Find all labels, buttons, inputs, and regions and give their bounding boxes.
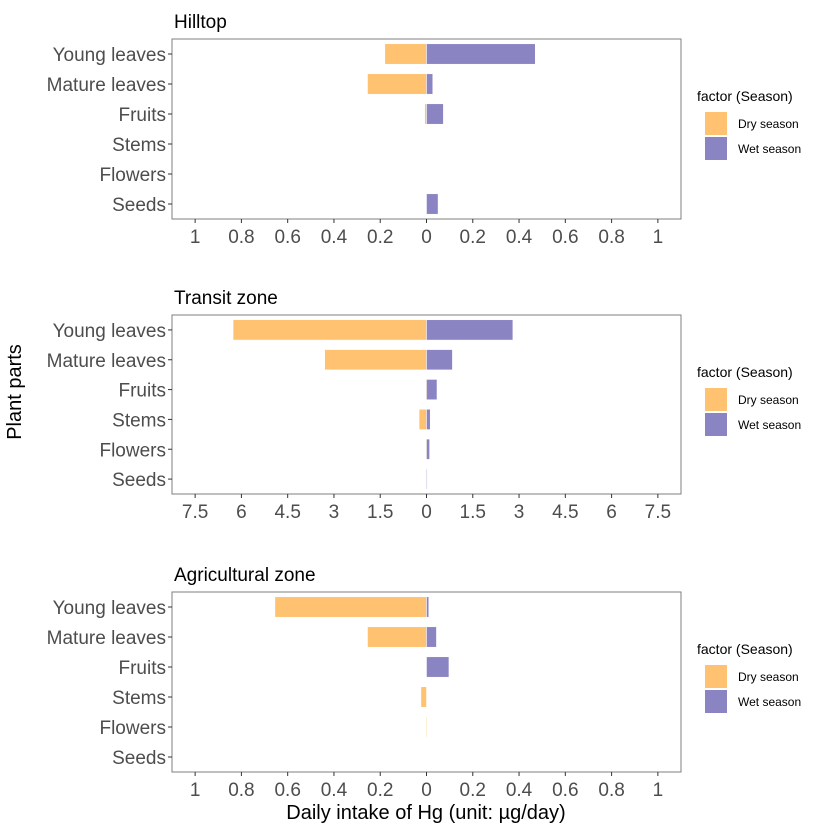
x-tick-label: 0 [421, 780, 432, 801]
panel-title: Hilltop [174, 12, 227, 33]
x-tick-label: 0.8 [598, 227, 624, 248]
bar-wet-season [426, 193, 439, 215]
legend-swatch [705, 137, 727, 160]
x-tick-label: 0.2 [367, 780, 393, 801]
plot-panel [171, 314, 682, 495]
x-tick-label: 0.8 [598, 780, 624, 801]
bar-wet-season [426, 438, 430, 460]
bar-wet-season [426, 379, 438, 400]
x-tick-label: 0.6 [552, 227, 578, 248]
x-tick-label: 0.6 [552, 780, 578, 801]
x-tick-label: 1.5 [367, 502, 393, 523]
x-tick-label: 0.4 [506, 227, 533, 248]
bar-dry-season [367, 626, 427, 648]
y-tick-label: Fruits [119, 105, 167, 126]
x-tick-label: 4.5 [274, 502, 300, 523]
panel-title: Agricultural zone [174, 565, 316, 586]
y-tick-label: Flowers [99, 718, 166, 739]
y-tick-label: Stems [112, 410, 166, 431]
x-tick-label: 1 [190, 227, 201, 248]
bar-dry-season [324, 349, 427, 371]
y-tick-label: Stems [112, 135, 166, 156]
x-tick-label: 0.2 [460, 227, 486, 248]
x-tick-label: 0.4 [321, 780, 348, 801]
bar-dry-season [424, 103, 427, 125]
y-tick-label: Seeds [112, 195, 166, 216]
bar-wet-season [426, 43, 536, 65]
x-tick-label: 0.2 [367, 227, 393, 248]
bar-wet-season [426, 656, 450, 678]
bar-wet-season [426, 319, 514, 341]
bar-wet-season [426, 409, 431, 430]
bar-dry-season [418, 409, 427, 430]
bar-wet-season [426, 626, 437, 648]
bar-dry-season [420, 686, 427, 708]
bar-wet-season [426, 596, 430, 618]
y-tick-label: Mature leaves [47, 628, 166, 649]
legend-title: factor (Season) [697, 641, 793, 657]
x-tick-label: 0.6 [274, 227, 300, 248]
legend-swatch [705, 413, 727, 436]
y-tick-label: Fruits [119, 658, 167, 679]
legend-title: factor (Season) [697, 88, 793, 104]
legend-label: Wet season [738, 142, 801, 156]
x-tick-label: 1 [190, 780, 201, 801]
bar-dry-season [384, 43, 427, 65]
x-tick-label: 0 [421, 227, 432, 248]
legend-label: Dry season [738, 670, 799, 684]
legend-swatch [705, 690, 727, 713]
x-tick-label: 1 [653, 227, 664, 248]
x-tick-label: 3 [329, 502, 340, 523]
bar-wet-season [426, 349, 453, 371]
x-tick-label: 1.5 [460, 502, 486, 523]
x-tick-label: 7.5 [182, 502, 208, 523]
x-tick-label: 6 [606, 502, 617, 523]
plot-panel [171, 38, 682, 220]
x-tick-label: 7.5 [645, 502, 671, 523]
y-axis-title: Plant parts [4, 344, 26, 440]
y-tick-label: Flowers [99, 165, 166, 186]
y-tick-label: Mature leaves [47, 351, 166, 372]
x-tick-label: 4.5 [552, 502, 578, 523]
y-tick-label: Young leaves [53, 45, 166, 66]
y-tick-label: Seeds [112, 748, 166, 769]
x-tick-label: 0.6 [274, 780, 300, 801]
y-tick-label: Seeds [112, 470, 166, 491]
legend-label: Dry season [738, 117, 799, 131]
bar-dry-season [232, 319, 427, 341]
bar-wet-season [426, 103, 444, 125]
y-tick-label: Young leaves [53, 598, 166, 619]
x-tick-label: 0.8 [228, 227, 254, 248]
x-tick-label: 0.8 [228, 780, 254, 801]
y-tick-label: Flowers [99, 440, 166, 461]
legend-label: Wet season [738, 418, 801, 432]
x-tick-label: 0.4 [506, 780, 533, 801]
x-tick-label: 6 [236, 502, 247, 523]
legend-title: factor (Season) [697, 364, 793, 380]
bar-dry-season [367, 73, 427, 95]
x-tick-label: 1 [653, 780, 664, 801]
bar-dry-season [274, 596, 427, 618]
legend-swatch [705, 388, 727, 411]
panel-title: Transit zone [174, 288, 278, 309]
bar-wet-season [426, 73, 433, 95]
x-tick-label: 3 [514, 502, 525, 523]
y-tick-label: Fruits [119, 381, 167, 402]
legend-label: Dry season [738, 393, 799, 407]
y-tick-label: Mature leaves [47, 75, 166, 96]
bar-dry-season [425, 716, 428, 738]
x-tick-label: 0.2 [460, 780, 486, 801]
legend-swatch [705, 112, 727, 135]
plot-panel [171, 591, 682, 773]
legend-label: Wet season [738, 695, 801, 709]
y-tick-label: Stems [112, 688, 166, 709]
legend-swatch [705, 665, 727, 688]
bar-wet-season [426, 468, 428, 490]
x-tick-label: 0.4 [321, 227, 348, 248]
x-tick-label: 0 [421, 502, 432, 523]
y-tick-label: Young leaves [53, 321, 166, 342]
x-axis-title: Daily intake of Hg (unit: µg/day) [286, 802, 565, 824]
